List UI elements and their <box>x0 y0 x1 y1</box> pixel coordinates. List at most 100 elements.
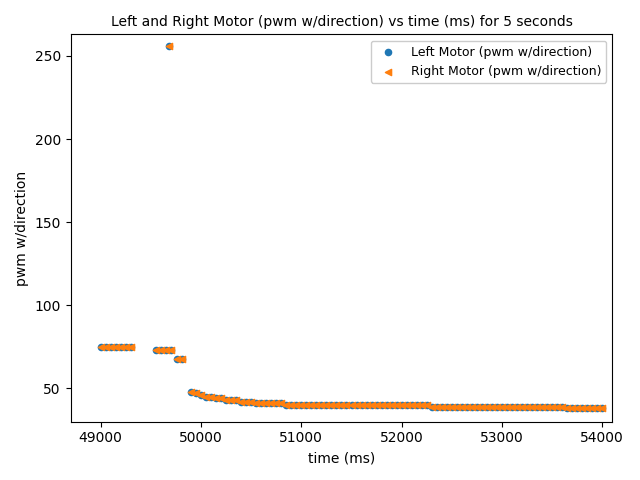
Right Motor (pwm w/direction) <box>431 403 442 410</box>
Right Motor (pwm w/direction) <box>452 403 462 410</box>
Right Motor (pwm w/direction) <box>572 405 582 412</box>
Left Motor (pwm w/direction) <box>100 343 111 351</box>
Left Motor (pwm w/direction) <box>572 405 582 412</box>
Left Motor (pwm w/direction) <box>472 403 482 410</box>
Left Motor (pwm w/direction) <box>291 401 301 409</box>
Right Motor (pwm w/direction) <box>156 347 166 354</box>
Right Motor (pwm w/direction) <box>467 403 477 410</box>
Right Motor (pwm w/direction) <box>517 403 527 410</box>
Right Motor (pwm w/direction) <box>166 347 176 354</box>
Right Motor (pwm w/direction) <box>251 399 261 407</box>
Right Motor (pwm w/direction) <box>492 403 502 410</box>
Left Motor (pwm w/direction) <box>502 403 512 410</box>
Right Motor (pwm w/direction) <box>436 403 447 410</box>
Left Motor (pwm w/direction) <box>367 401 377 409</box>
Right Motor (pwm w/direction) <box>164 42 174 50</box>
Right Motor (pwm w/direction) <box>151 347 161 354</box>
Left Motor (pwm w/direction) <box>311 401 321 409</box>
Right Motor (pwm w/direction) <box>367 401 377 409</box>
Right Motor (pwm w/direction) <box>111 343 121 351</box>
X-axis label: time (ms): time (ms) <box>308 451 375 465</box>
Right Motor (pwm w/direction) <box>311 401 321 409</box>
Left Motor (pwm w/direction) <box>301 401 312 409</box>
Right Motor (pwm w/direction) <box>291 401 301 409</box>
Right Motor (pwm w/direction) <box>522 403 532 410</box>
Left Motor (pwm w/direction) <box>261 399 271 407</box>
Right Motor (pwm w/direction) <box>422 401 432 409</box>
Right Motor (pwm w/direction) <box>507 403 517 410</box>
Right Motor (pwm w/direction) <box>177 355 187 362</box>
Left Motor (pwm w/direction) <box>457 403 467 410</box>
Left Motor (pwm w/direction) <box>121 343 131 351</box>
Left Motor (pwm w/direction) <box>191 390 201 397</box>
Right Motor (pwm w/direction) <box>261 399 271 407</box>
Right Motor (pwm w/direction) <box>221 396 231 404</box>
Right Motor (pwm w/direction) <box>562 405 572 412</box>
Left Motor (pwm w/direction) <box>492 403 502 410</box>
Right Motor (pwm w/direction) <box>341 401 351 409</box>
Left Motor (pwm w/direction) <box>316 401 326 409</box>
Left Motor (pwm w/direction) <box>497 403 507 410</box>
Right Motor (pwm w/direction) <box>417 401 427 409</box>
Left Motor (pwm w/direction) <box>241 398 252 406</box>
Left Motor (pwm w/direction) <box>507 403 517 410</box>
Left Motor (pwm w/direction) <box>172 355 182 362</box>
Left Motor (pwm w/direction) <box>321 401 332 409</box>
Right Motor (pwm w/direction) <box>392 401 402 409</box>
Legend: Left Motor (pwm w/direction), Right Motor (pwm w/direction): Left Motor (pwm w/direction), Right Moto… <box>371 41 606 83</box>
Left Motor (pwm w/direction) <box>125 343 136 351</box>
Right Motor (pwm w/direction) <box>537 403 547 410</box>
Right Motor (pwm w/direction) <box>121 343 131 351</box>
Title: Left and Right Motor (pwm w/direction) vs time (ms) for 5 seconds: Left and Right Motor (pwm w/direction) v… <box>111 15 572 29</box>
Right Motor (pwm w/direction) <box>186 388 196 396</box>
Right Motor (pwm w/direction) <box>461 403 472 410</box>
Left Motor (pwm w/direction) <box>582 405 593 412</box>
Left Motor (pwm w/direction) <box>371 401 381 409</box>
Left Motor (pwm w/direction) <box>256 399 266 407</box>
Left Motor (pwm w/direction) <box>216 395 226 402</box>
Right Motor (pwm w/direction) <box>406 401 417 409</box>
Right Motor (pwm w/direction) <box>216 395 226 402</box>
Right Motor (pwm w/direction) <box>321 401 332 409</box>
Left Motor (pwm w/direction) <box>161 347 171 354</box>
Left Motor (pwm w/direction) <box>156 347 166 354</box>
Right Motor (pwm w/direction) <box>161 347 171 354</box>
Right Motor (pwm w/direction) <box>246 398 257 406</box>
Left Motor (pwm w/direction) <box>296 401 307 409</box>
Left Motor (pwm w/direction) <box>356 401 367 409</box>
Right Motor (pwm w/direction) <box>487 403 497 410</box>
Right Motor (pwm w/direction) <box>362 401 372 409</box>
Left Motor (pwm w/direction) <box>351 401 362 409</box>
Left Motor (pwm w/direction) <box>487 403 497 410</box>
Left Motor (pwm w/direction) <box>286 401 296 409</box>
Right Motor (pwm w/direction) <box>206 393 216 401</box>
Left Motor (pwm w/direction) <box>387 401 397 409</box>
Right Motor (pwm w/direction) <box>442 403 452 410</box>
Right Motor (pwm w/direction) <box>286 401 296 409</box>
Left Motor (pwm w/direction) <box>442 403 452 410</box>
Right Motor (pwm w/direction) <box>301 401 312 409</box>
Left Motor (pwm w/direction) <box>447 403 457 410</box>
Left Motor (pwm w/direction) <box>201 393 211 401</box>
Right Motor (pwm w/direction) <box>557 403 567 410</box>
Left Motor (pwm w/direction) <box>381 401 392 409</box>
Right Motor (pwm w/direction) <box>266 399 276 407</box>
Left Motor (pwm w/direction) <box>206 393 216 401</box>
Right Motor (pwm w/direction) <box>196 391 206 399</box>
Left Motor (pwm w/direction) <box>577 405 588 412</box>
Left Motor (pwm w/direction) <box>196 391 206 399</box>
Right Motor (pwm w/direction) <box>397 401 407 409</box>
Left Motor (pwm w/direction) <box>567 405 577 412</box>
Right Motor (pwm w/direction) <box>376 401 387 409</box>
Left Motor (pwm w/direction) <box>362 401 372 409</box>
Right Motor (pwm w/direction) <box>401 401 412 409</box>
Left Motor (pwm w/direction) <box>221 396 231 404</box>
Right Motor (pwm w/direction) <box>547 403 557 410</box>
Left Motor (pwm w/direction) <box>281 401 291 409</box>
Y-axis label: pwm w/direction: pwm w/direction <box>15 170 29 286</box>
Left Motor (pwm w/direction) <box>527 403 537 410</box>
Right Motor (pwm w/direction) <box>582 405 593 412</box>
Right Motor (pwm w/direction) <box>276 399 287 407</box>
Left Motor (pwm w/direction) <box>406 401 417 409</box>
Right Motor (pwm w/direction) <box>307 401 317 409</box>
